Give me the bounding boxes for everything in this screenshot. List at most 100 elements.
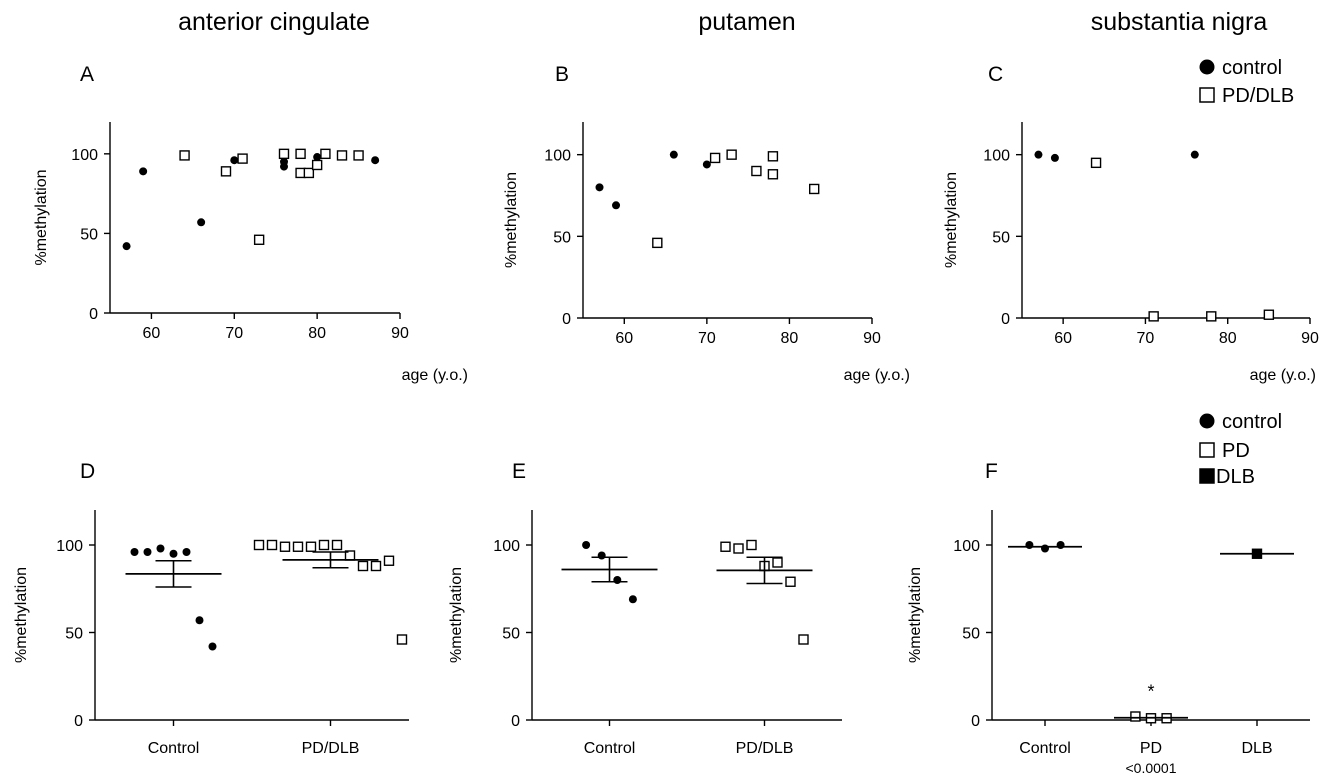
data-point	[371, 156, 380, 165]
column-title-anterior-cingulate: anterior cingulate	[178, 8, 370, 36]
y-tick-label: 100	[983, 148, 1010, 165]
panel-letter: E	[512, 460, 526, 483]
data-point	[279, 541, 291, 552]
x-tick-label: 60	[615, 330, 633, 347]
data-point	[726, 149, 737, 160]
y-tick-label: 50	[80, 226, 98, 243]
data-point	[751, 165, 762, 177]
data-point	[169, 549, 178, 558]
y-tick-label: 0	[511, 713, 520, 730]
panel-letter: A	[80, 63, 94, 86]
data-point	[809, 183, 820, 195]
x-tick-label: Control	[584, 740, 636, 757]
data-point	[195, 616, 204, 625]
data-point	[139, 167, 148, 176]
y-tick-label: 50	[65, 626, 83, 643]
data-point	[1056, 541, 1065, 549]
data-point	[292, 541, 304, 552]
p-value-note: <0.0001	[1126, 760, 1177, 776]
data-point	[767, 151, 779, 162]
data-point	[1206, 311, 1217, 322]
x-tick-label: Control	[1019, 740, 1071, 757]
legend-top: control PD/DLB	[1199, 57, 1294, 107]
data-point	[1148, 311, 1159, 322]
y-tick-label: 0	[74, 713, 83, 730]
data-point	[197, 218, 206, 227]
panel-f: F 0 50 100 %methylation Control PD DLB * <0.0001	[907, 460, 1310, 776]
y-axis-label: %methylation	[13, 567, 30, 663]
legend-control-marker	[1199, 59, 1215, 75]
y-tick-label: 0	[89, 306, 98, 323]
x-tick-label: 90	[863, 330, 881, 347]
data-point	[652, 237, 663, 249]
data-point	[278, 148, 290, 160]
x-axis-label: age (y.o.)	[1250, 367, 1316, 384]
legend-bottom: control PD DLB	[1199, 411, 1282, 488]
data-point	[628, 595, 637, 604]
x-tick-label: PD/DLB	[302, 740, 360, 757]
x-tick-label: 80	[781, 330, 799, 347]
data-point	[746, 539, 757, 551]
column-title-substantia-nigra: substantia nigra	[1091, 8, 1268, 36]
panel-letter: D	[80, 460, 95, 483]
x-tick-label: 70	[1137, 330, 1155, 347]
data-point	[396, 634, 408, 645]
y-tick-label: 0	[971, 713, 980, 730]
data-point	[230, 156, 239, 165]
data-point	[266, 539, 278, 551]
data-point	[582, 541, 591, 549]
data-point	[303, 167, 315, 179]
x-tick-label: PD	[1140, 740, 1162, 757]
data-point	[370, 560, 382, 572]
panel-c: C 0 50 100 %methylation 60 70 80 90 age (y.o.)	[943, 63, 1319, 384]
column-title-putamen: putamen	[698, 8, 795, 36]
data-point	[295, 148, 306, 160]
panel-letter: F	[985, 460, 998, 483]
legend-pd-marker	[1199, 442, 1215, 458]
data-point	[733, 543, 744, 554]
data-point	[767, 169, 779, 180]
data-point	[1050, 153, 1059, 162]
data-point	[311, 159, 323, 171]
legend-control-marker-2	[1199, 413, 1215, 429]
y-axis-label: %methylation	[943, 172, 960, 268]
data-point	[353, 150, 364, 161]
panel-letter: B	[555, 63, 569, 86]
y-tick-label: 50	[553, 229, 571, 246]
data-point	[597, 551, 606, 560]
data-point	[1034, 150, 1043, 159]
data-point	[613, 576, 622, 584]
data-point	[253, 234, 265, 245]
y-tick-label: 0	[562, 311, 571, 328]
data-point	[702, 160, 711, 169]
data-point	[1090, 157, 1102, 169]
x-tick-label: 80	[308, 325, 326, 342]
significance-star: *	[1147, 682, 1154, 702]
x-tick-label: Control	[148, 740, 200, 757]
legend-pd-dlb-marker	[1199, 87, 1215, 103]
data-point	[320, 148, 331, 160]
data-point	[720, 541, 731, 552]
data-point	[357, 560, 369, 572]
data-point	[237, 153, 248, 164]
data-point	[182, 548, 191, 556]
data-point	[1263, 309, 1275, 320]
data-point	[156, 544, 165, 553]
data-point	[179, 150, 190, 161]
data-point	[383, 555, 395, 566]
y-axis-label: %methylation	[33, 169, 50, 265]
data-point	[336, 150, 348, 161]
data-point	[305, 541, 317, 552]
legend-pd-dlb-label: PD/DLB	[1222, 85, 1294, 107]
data-point	[595, 183, 604, 192]
x-tick-label: 60	[143, 325, 161, 342]
x-axis-label: age (y.o.)	[844, 367, 910, 384]
data-point	[772, 557, 783, 568]
y-tick-label: 50	[502, 626, 520, 643]
data-point	[253, 539, 265, 551]
data-point	[785, 576, 796, 587]
x-tick-label: 90	[1301, 330, 1319, 347]
data-point	[1041, 544, 1049, 553]
panel-e: E 0 50 100 %methylation Control PD/DLB	[448, 460, 842, 757]
y-tick-label: 0	[1001, 311, 1010, 328]
